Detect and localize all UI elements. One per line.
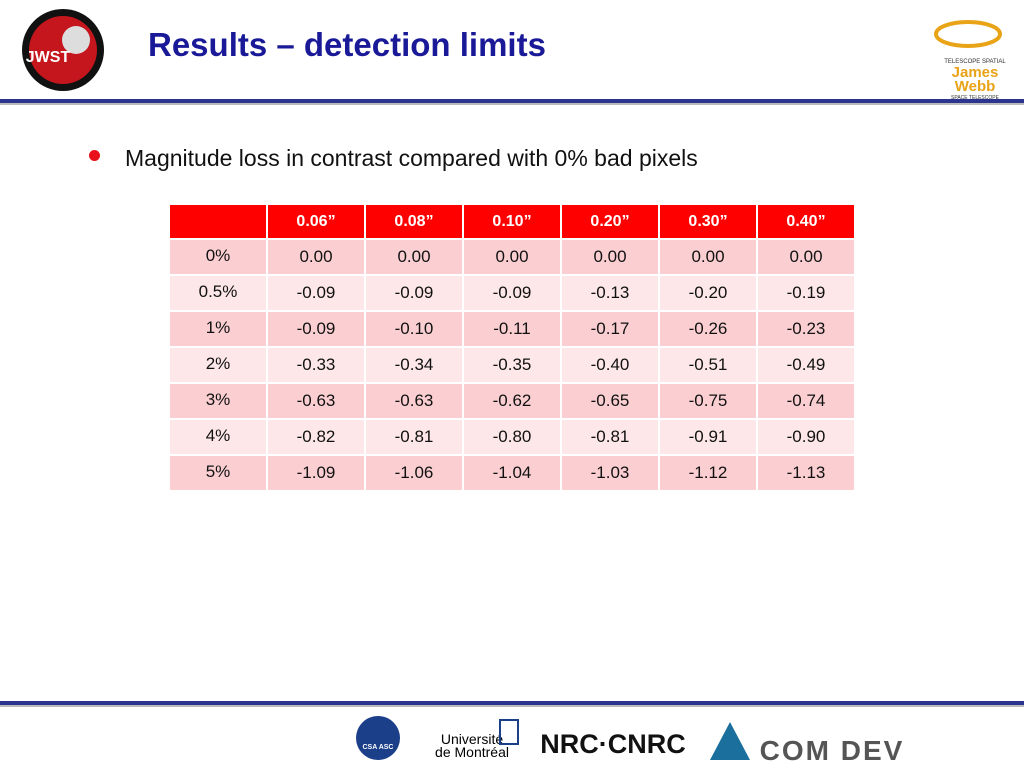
header-row: 0.06” 0.08” 0.10” 0.20” 0.30” 0.40” xyxy=(170,205,854,238)
row: 3% -0.63 -0.63 -0.62 -0.65 -0.75 -0.74 xyxy=(170,384,854,418)
cell: -0.09 xyxy=(366,276,462,310)
results-table: 0.06” 0.08” 0.10” 0.20” 0.30” 0.40” 0% 0.00 0.00… xyxy=(168,203,856,492)
cell: -0.63 xyxy=(366,384,462,418)
row: 1% -0.09 -0.10 -0.11 -0.17 -0.26 -0.23 xyxy=(170,312,854,346)
comdev-text: COM DEV xyxy=(760,735,905,766)
cell: -0.40 xyxy=(562,348,658,382)
bullet-text: Magnitude loss in contrast compared with… xyxy=(125,145,698,171)
tr-text: SPACE TELESCOPE xyxy=(951,95,1000,101)
cell: -0.19 xyxy=(758,276,854,310)
csa-logo xyxy=(356,716,400,760)
cell: -1.03 xyxy=(562,456,658,490)
cell: -0.63 xyxy=(268,384,364,418)
cell: -0.49 xyxy=(758,348,854,382)
row-label: 0% xyxy=(170,240,266,274)
tr-text: James xyxy=(952,64,999,81)
row-label: 1% xyxy=(170,312,266,346)
top-rule xyxy=(0,99,1024,105)
udem-text: de Montréal xyxy=(435,744,509,760)
header-cell: 0.08” xyxy=(366,205,462,238)
cell: 0.00 xyxy=(758,240,854,274)
cell: -0.81 xyxy=(366,420,462,454)
jwst-orbit xyxy=(934,20,1002,48)
cell: -0.09 xyxy=(268,276,364,310)
cell: 0.00 xyxy=(660,240,756,274)
jwst-mirror xyxy=(62,26,90,54)
cell: -1.06 xyxy=(366,456,462,490)
row-label: 0.5% xyxy=(170,276,266,310)
cell: -0.20 xyxy=(660,276,756,310)
cell: -0.09 xyxy=(464,276,560,310)
bullet-dot xyxy=(89,150,100,161)
cell: -0.34 xyxy=(366,348,462,382)
cell: -0.62 xyxy=(464,384,560,418)
cell: -0.17 xyxy=(562,312,658,346)
cell: 0.00 xyxy=(464,240,560,274)
row-label: 5% xyxy=(170,456,266,490)
tr-text: TELESCOPE SPATIAL xyxy=(944,59,1006,65)
header-cell xyxy=(170,205,266,238)
cell: -1.04 xyxy=(464,456,560,490)
row-label: 3% xyxy=(170,384,266,418)
cell: -0.82 xyxy=(268,420,364,454)
cell: -0.91 xyxy=(660,420,756,454)
cell: -0.33 xyxy=(268,348,364,382)
cell: 0.00 xyxy=(366,240,462,274)
jwst-text: JWST xyxy=(26,49,71,66)
cell: -0.11 xyxy=(464,312,560,346)
csa-text: CSA ASC xyxy=(363,744,394,751)
cell: -0.65 xyxy=(562,384,658,418)
header-cell: 0.06” xyxy=(268,205,364,238)
udem-icon xyxy=(499,719,519,745)
header-cell: 0.40” xyxy=(758,205,854,238)
cell: -1.09 xyxy=(268,456,364,490)
cell: -0.74 xyxy=(758,384,854,418)
cell: -0.75 xyxy=(660,384,756,418)
cell: -1.12 xyxy=(660,456,756,490)
cell: 0.00 xyxy=(268,240,364,274)
header-cell: 0.20” xyxy=(562,205,658,238)
cell: -0.23 xyxy=(758,312,854,346)
nrc-text: NRC·CNRC xyxy=(540,729,685,759)
row-label: 2% xyxy=(170,348,266,382)
title: Results – detection limits xyxy=(148,26,546,63)
row: 4% -0.82 -0.81 -0.80 -0.81 -0.91 -0.90 xyxy=(170,420,854,454)
cell: -0.26 xyxy=(660,312,756,346)
cell: -0.13 xyxy=(562,276,658,310)
cell: -0.10 xyxy=(366,312,462,346)
cell: -1.13 xyxy=(758,456,854,490)
header-cell: 0.10” xyxy=(464,205,560,238)
cell: -0.09 xyxy=(268,312,364,346)
tr-text: Webb xyxy=(955,78,996,95)
cell: -0.80 xyxy=(464,420,560,454)
row: 0.5% -0.09 -0.09 -0.09 -0.13 -0.20 -0.19 xyxy=(170,276,854,310)
row-label: 4% xyxy=(170,420,266,454)
row: 2% -0.33 -0.34 -0.35 -0.40 -0.51 -0.49 xyxy=(170,348,854,382)
row: 0% 0.00 0.00 0.00 0.00 0.00 0.00 xyxy=(170,240,854,274)
cell: -0.51 xyxy=(660,348,756,382)
cell: -0.81 xyxy=(562,420,658,454)
comdev-icon xyxy=(710,722,750,760)
header-cell: 0.30” xyxy=(660,205,756,238)
row: 5% -1.09 -1.06 -1.04 -1.03 -1.12 -1.13 xyxy=(170,456,854,490)
cell: 0.00 xyxy=(562,240,658,274)
cell: -0.35 xyxy=(464,348,560,382)
cell: -0.90 xyxy=(758,420,854,454)
bottom-rule xyxy=(0,701,1024,707)
udem-text: Université xyxy=(441,731,503,747)
